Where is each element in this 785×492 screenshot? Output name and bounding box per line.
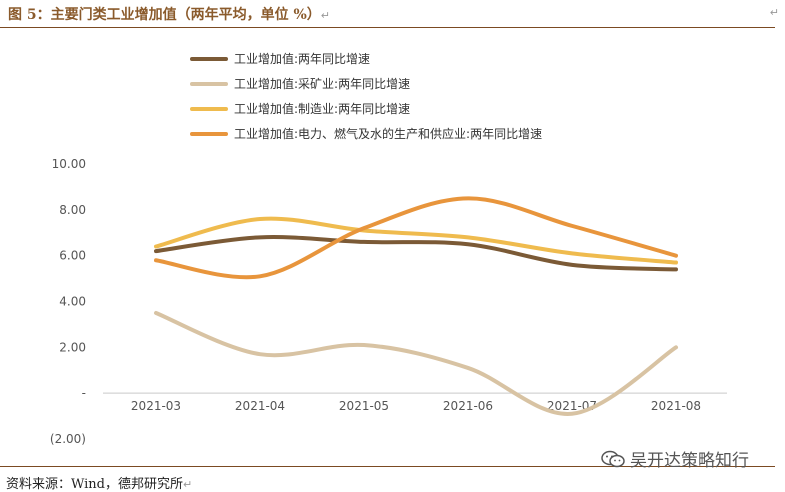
chart-legend: 工业增加值:两年同比增速 工业增加值:采矿业:两年同比增速 工业增加值:制造业:… [190,46,542,146]
series-lines [154,196,678,416]
wechat-watermark: 吴开达策略知行 [600,446,749,471]
source-note: 资料来源：Wind，德邦研究所↵ [6,473,192,492]
x-tick-label: 2021-06 [443,399,493,413]
legend-label-utilities: 工业增加值:电力、燃气及水的生产和供应业:两年同比增速 [234,127,543,141]
y-tick-label: 10.00 [52,157,86,171]
wechat-icon [601,450,625,467]
x-tick-label: 2021-08 [651,399,701,413]
legend-label-total: 工业增加值:两年同比增速 [234,52,371,66]
legend-label-manufacturing: 工业增加值:制造业:两年同比增速 [234,102,411,116]
paragraph-mark-right: ↵ [769,6,779,19]
legend-item-mining: 工业增加值:采矿业:两年同比增速 [190,71,542,96]
legend-swatch-utilities [190,131,228,136]
legend-item-manufacturing: 工业增加值:制造业:两年同比增速 [190,96,542,121]
source-text: 资料来源：Wind，德邦研究所 [6,477,183,492]
source-rule [0,466,775,467]
legend-label-mining: 工业增加值:采矿业:两年同比增速 [234,77,411,91]
y-tick-label: - [82,386,86,400]
source-paragraph-mark: ↵ [183,478,193,491]
y-tick-label: (2.00) [50,432,86,446]
legend-swatch-total [190,56,228,61]
y-tick-label: 2.00 [59,340,86,354]
x-tick-label: 2021-04 [235,399,285,413]
series-line-2 [154,216,678,265]
series-line-1 [154,310,678,416]
y-tick-label: 8.00 [59,203,86,217]
y-tick-label: 4.00 [59,295,86,309]
x-tick-label: 2021-03 [131,399,181,413]
y-tick-label: 6.00 [59,249,86,263]
x-tick-label: 2021-05 [339,399,389,413]
figure-title-text: 图 5：主要门类工业增加值（两年平均，单位 %） [8,7,321,23]
x-axis-ticks: 2021-03 2021-04 2021-05 2021-06 2021-07 2021-… [131,399,701,413]
y-axis-ticks: (2.00) - 2.00 4.00 6.00 8.00 10.00 [50,157,86,446]
series-line-0 [154,235,678,272]
legend-item-utilities: 工业增加值:电力、燃气及水的生产和供应业:两年同比增速 [190,121,542,146]
figure-title: 图 5：主要门类工业增加值（两年平均，单位 %）↵ [8,4,330,24]
legend-item-total: 工业增加值:两年同比增速 [190,46,542,71]
series-line-3 [154,196,678,280]
legend-swatch-mining [190,81,228,86]
legend-swatch-manufacturing [190,106,228,111]
watermark-text: 吴开达策略知行 [630,451,749,471]
paragraph-mark: ↵ [320,9,331,22]
title-rule [0,27,775,28]
